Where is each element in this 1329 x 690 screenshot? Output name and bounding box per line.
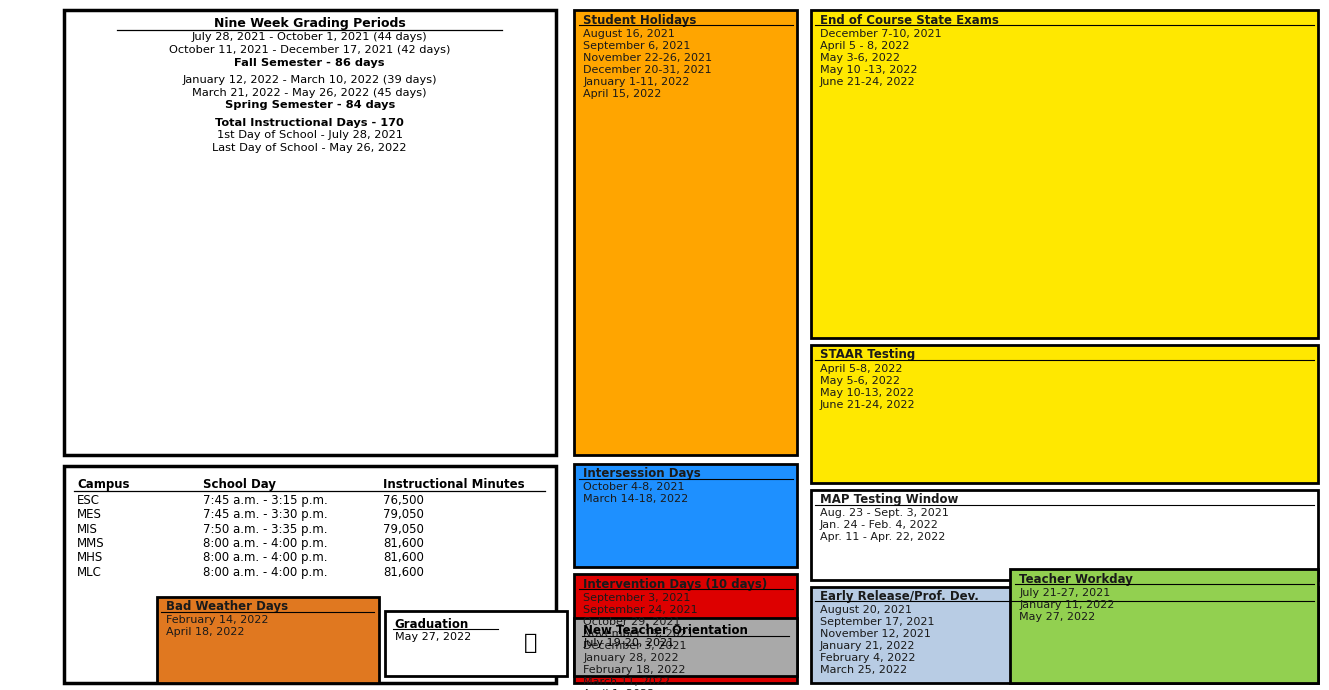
- Text: Aug. 23 - Sept. 3, 2021: Aug. 23 - Sept. 3, 2021: [820, 509, 949, 518]
- Text: March 21, 2022 - May 26, 2022 (45 days): March 21, 2022 - May 26, 2022 (45 days): [193, 88, 427, 98]
- Text: September 6, 2021: September 6, 2021: [583, 41, 691, 51]
- Text: MMS: MMS: [77, 537, 105, 550]
- Text: January 21, 2022: January 21, 2022: [820, 641, 916, 651]
- Text: MLC: MLC: [77, 566, 102, 579]
- Text: August 16, 2021: August 16, 2021: [583, 29, 675, 39]
- Text: MIS: MIS: [77, 522, 98, 535]
- FancyBboxPatch shape: [1010, 569, 1318, 683]
- Text: STAAR Testing: STAAR Testing: [820, 348, 916, 362]
- Text: November 12, 2021: November 12, 2021: [820, 629, 930, 639]
- FancyBboxPatch shape: [574, 10, 797, 455]
- Text: Apr. 11 - Apr. 22, 2022: Apr. 11 - Apr. 22, 2022: [820, 533, 945, 542]
- FancyBboxPatch shape: [157, 597, 379, 683]
- Text: July 19-20, 2021: July 19-20, 2021: [583, 638, 675, 649]
- Text: Bad Weather Days: Bad Weather Days: [166, 600, 288, 613]
- Text: Fall Semester - 86 days: Fall Semester - 86 days: [234, 58, 385, 68]
- FancyBboxPatch shape: [574, 574, 797, 683]
- Text: June 21-24, 2022: June 21-24, 2022: [820, 400, 916, 410]
- Text: Campus: Campus: [77, 478, 130, 491]
- Text: January 11, 2022: January 11, 2022: [1019, 600, 1115, 610]
- Text: MES: MES: [77, 508, 102, 521]
- Text: MHS: MHS: [77, 551, 104, 564]
- Text: January 28, 2022: January 28, 2022: [583, 653, 679, 662]
- Text: MAP Testing Window: MAP Testing Window: [820, 493, 958, 506]
- FancyBboxPatch shape: [574, 464, 797, 567]
- Text: 7:45 a.m. - 3:30 p.m.: 7:45 a.m. - 3:30 p.m.: [203, 508, 328, 521]
- Text: March 14-18, 2022: March 14-18, 2022: [583, 494, 688, 504]
- Text: Instructional Minutes: Instructional Minutes: [383, 478, 525, 491]
- FancyBboxPatch shape: [64, 466, 556, 683]
- Text: October 11, 2021 - December 17, 2021 (42 days): October 11, 2021 - December 17, 2021 (42…: [169, 45, 451, 55]
- Text: July 28, 2021 - October 1, 2021 (44 days): July 28, 2021 - October 1, 2021 (44 days…: [191, 32, 428, 42]
- Text: February 18, 2022: February 18, 2022: [583, 664, 686, 675]
- Text: March 11, 2022: March 11, 2022: [583, 677, 670, 687]
- Text: 81,600: 81,600: [383, 551, 424, 564]
- Text: September 17, 2021: September 17, 2021: [820, 617, 934, 627]
- Text: Total Instructional Days - 170: Total Instructional Days - 170: [215, 117, 404, 128]
- Text: April 18, 2022: April 18, 2022: [166, 627, 245, 638]
- FancyBboxPatch shape: [574, 618, 797, 676]
- Text: December 20-31, 2021: December 20-31, 2021: [583, 65, 712, 75]
- Text: End of Course State Exams: End of Course State Exams: [820, 14, 999, 27]
- Text: April 5-8, 2022: April 5-8, 2022: [820, 364, 902, 373]
- Text: January 12, 2022 - March 10, 2022 (39 days): January 12, 2022 - March 10, 2022 (39 da…: [182, 75, 437, 85]
- FancyBboxPatch shape: [385, 611, 567, 676]
- Text: 🎓: 🎓: [524, 633, 537, 653]
- Text: Intervention Days (10 days): Intervention Days (10 days): [583, 578, 768, 591]
- Text: 79,050: 79,050: [383, 508, 424, 521]
- Text: ESC: ESC: [77, 493, 100, 506]
- Text: April 1, 2022: April 1, 2022: [583, 689, 655, 690]
- Text: March 25, 2022: March 25, 2022: [820, 665, 908, 675]
- Text: May 10-13, 2022: May 10-13, 2022: [820, 388, 914, 397]
- Text: June 21-24, 2022: June 21-24, 2022: [820, 77, 916, 87]
- Text: 81,600: 81,600: [383, 566, 424, 579]
- Text: February 4, 2022: February 4, 2022: [820, 653, 916, 663]
- Text: September 24, 2021: September 24, 2021: [583, 604, 698, 615]
- Text: Spring Semester - 84 days: Spring Semester - 84 days: [225, 100, 395, 110]
- FancyBboxPatch shape: [64, 10, 556, 455]
- Text: July 21-27, 2021: July 21-27, 2021: [1019, 588, 1111, 598]
- Text: May 27, 2022: May 27, 2022: [1019, 612, 1095, 622]
- FancyBboxPatch shape: [811, 490, 1318, 580]
- Text: May 27, 2022: May 27, 2022: [395, 631, 470, 642]
- Text: December 3, 2021: December 3, 2021: [583, 640, 687, 651]
- Text: August 20, 2021: August 20, 2021: [820, 605, 912, 615]
- Text: Jan. 24 - Feb. 4, 2022: Jan. 24 - Feb. 4, 2022: [820, 520, 938, 531]
- Text: 7:50 a.m. - 3:35 p.m.: 7:50 a.m. - 3:35 p.m.: [203, 522, 328, 535]
- Text: Last Day of School - May 26, 2022: Last Day of School - May 26, 2022: [213, 143, 407, 153]
- Text: May 5-6, 2022: May 5-6, 2022: [820, 375, 900, 386]
- FancyBboxPatch shape: [811, 586, 1318, 683]
- Text: Graduation: Graduation: [395, 618, 469, 631]
- Text: April 5 - 8, 2022: April 5 - 8, 2022: [820, 41, 909, 51]
- FancyBboxPatch shape: [811, 10, 1318, 338]
- Text: Student Holidays: Student Holidays: [583, 14, 696, 27]
- Text: Teacher Workday: Teacher Workday: [1019, 573, 1134, 586]
- Text: January 1-11, 2022: January 1-11, 2022: [583, 77, 690, 87]
- Text: February 14, 2022: February 14, 2022: [166, 615, 268, 625]
- Text: Nine Week Grading Periods: Nine Week Grading Periods: [214, 17, 405, 30]
- Text: 79,050: 79,050: [383, 522, 424, 535]
- Text: 7:45 a.m. - 3:15 p.m.: 7:45 a.m. - 3:15 p.m.: [203, 493, 328, 506]
- Text: 81,600: 81,600: [383, 537, 424, 550]
- Text: 8:00 a.m. - 4:00 p.m.: 8:00 a.m. - 4:00 p.m.: [203, 566, 328, 579]
- Text: 1st Day of School - July 28, 2021: 1st Day of School - July 28, 2021: [217, 130, 403, 140]
- Text: 8:00 a.m. - 4:00 p.m.: 8:00 a.m. - 4:00 p.m.: [203, 551, 328, 564]
- Text: New Teacher Orientation: New Teacher Orientation: [583, 624, 748, 638]
- Text: 8:00 a.m. - 4:00 p.m.: 8:00 a.m. - 4:00 p.m.: [203, 537, 328, 550]
- Text: October 4-8, 2021: October 4-8, 2021: [583, 482, 684, 492]
- Text: April 15, 2022: April 15, 2022: [583, 89, 662, 99]
- Text: May 10 -13, 2022: May 10 -13, 2022: [820, 65, 917, 75]
- Text: December 7-10, 2021: December 7-10, 2021: [820, 29, 942, 39]
- Text: September 3, 2021: September 3, 2021: [583, 593, 691, 602]
- Text: Early Release/Prof. Dev.: Early Release/Prof. Dev.: [820, 590, 979, 603]
- Text: November 19, 2021: November 19, 2021: [583, 629, 694, 639]
- Text: 76,500: 76,500: [383, 493, 424, 506]
- Text: November 22-26, 2021: November 22-26, 2021: [583, 53, 712, 63]
- Text: Intersession Days: Intersession Days: [583, 467, 702, 480]
- Text: School Day: School Day: [203, 478, 276, 491]
- FancyBboxPatch shape: [811, 345, 1318, 483]
- Text: October 29, 2021: October 29, 2021: [583, 617, 680, 627]
- Text: May 3-6, 2022: May 3-6, 2022: [820, 53, 900, 63]
